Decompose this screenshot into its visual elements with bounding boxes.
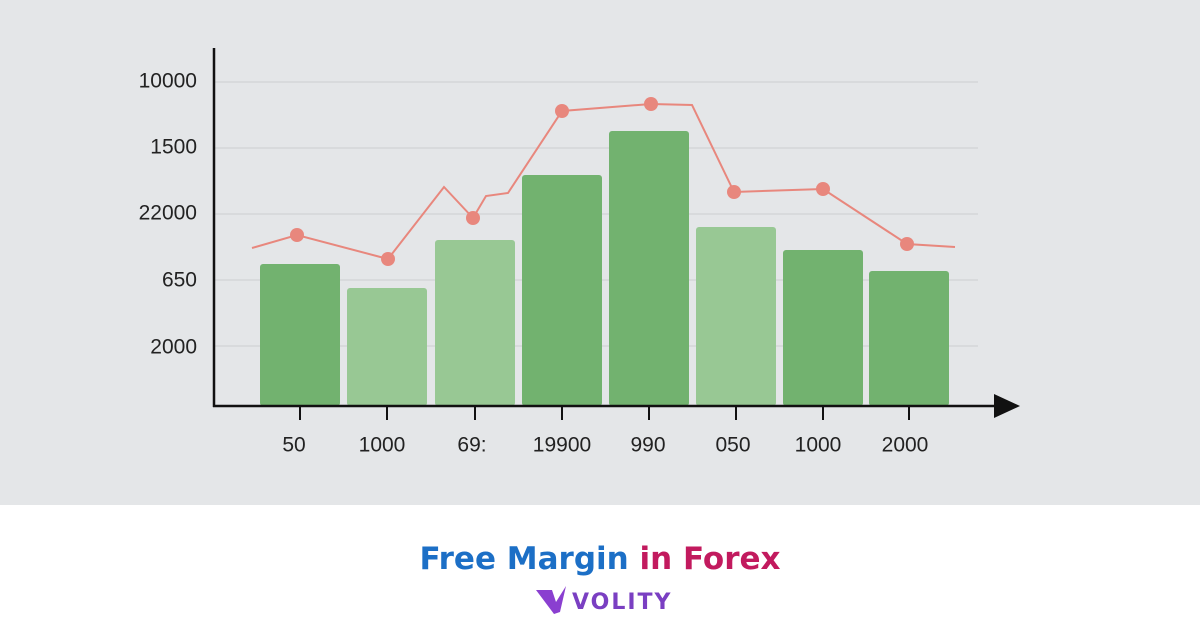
x-axis-arrow: [994, 394, 1020, 418]
trend-line: [251, 102, 956, 261]
trend-point: [900, 237, 914, 251]
y-tick-label: 2000: [150, 336, 197, 359]
x-ticks: [299, 406, 910, 420]
trend-point: [816, 182, 830, 196]
bar: [522, 175, 602, 406]
x-tick-label: 50: [282, 434, 305, 457]
x-tick-label: 050: [715, 434, 750, 457]
title-part: Free Margin: [419, 541, 628, 577]
bars: [260, 131, 949, 406]
x-tick-label: 990: [630, 434, 665, 457]
trend-point: [290, 228, 304, 242]
y-labels: 10000 1500 22000 650 2000: [139, 70, 197, 359]
y-tick-label: 22000: [139, 202, 197, 225]
trend-point: [644, 97, 658, 111]
bar: [869, 271, 949, 406]
y-tick-label: 1500: [150, 136, 197, 159]
trend-point: [727, 185, 741, 199]
brand-icon: [536, 586, 566, 614]
bar: [783, 250, 863, 406]
bar: [435, 240, 515, 406]
y-tick-label: 650: [162, 269, 197, 292]
footer-background: [0, 505, 1200, 628]
bar: [347, 288, 427, 406]
bar: [260, 264, 340, 406]
x-tick-label: 2000: [882, 434, 929, 457]
x-tick-label: 1000: [359, 434, 406, 457]
trend-points: [290, 97, 914, 266]
bar: [696, 227, 776, 406]
bar: [609, 131, 689, 406]
x-tick-label: 1000: [795, 434, 842, 457]
trend-point: [555, 104, 569, 118]
title-part: in Forex: [640, 541, 781, 577]
brand-name: VOLITY: [572, 590, 672, 615]
x-tick-label: 69:: [457, 434, 486, 457]
y-tick-label: 10000: [139, 70, 197, 93]
trend-point: [466, 211, 480, 225]
x-tick-label: 19900: [533, 434, 591, 457]
brand-logo: VOLITY: [536, 586, 672, 615]
x-labels: 50 1000 69: 19900 990 050 1000 2000: [282, 434, 928, 457]
title: Free Margin in Forex: [419, 541, 780, 577]
trend-point: [381, 252, 395, 266]
